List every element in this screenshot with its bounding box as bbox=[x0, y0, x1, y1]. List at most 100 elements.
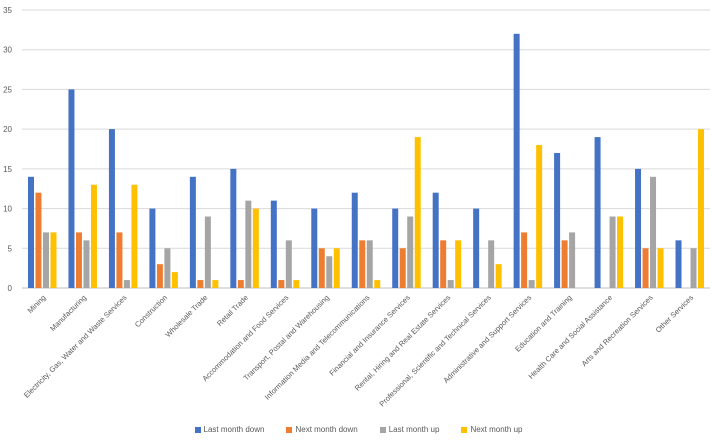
bar-last-month-up bbox=[83, 240, 90, 288]
bar-next-month-down bbox=[278, 280, 285, 288]
bar-last-month-up bbox=[164, 248, 171, 288]
bar-next-month-up bbox=[374, 280, 381, 288]
x-category-label: Accommodation and Food Services bbox=[200, 293, 290, 383]
x-category-label: Wholesale Trade bbox=[163, 293, 209, 339]
bar-next-month-down bbox=[237, 280, 244, 288]
bar-next-month-down bbox=[561, 240, 568, 288]
bar-last-month-up bbox=[609, 216, 616, 288]
bar-last-month-up bbox=[285, 240, 292, 288]
legend-swatch bbox=[461, 426, 468, 433]
y-tick-label: 30 bbox=[3, 46, 12, 55]
bar-last-month-down bbox=[635, 168, 642, 288]
x-category-label: Retail Trade bbox=[215, 293, 250, 328]
bar-next-month-down bbox=[521, 232, 528, 288]
y-tick-label: 20 bbox=[3, 125, 12, 134]
bar-last-month-down bbox=[189, 176, 196, 288]
bar-next-month-down bbox=[318, 248, 325, 288]
bar-last-month-down bbox=[230, 168, 237, 288]
bar-last-month-down bbox=[270, 200, 277, 288]
bar-next-month-up bbox=[131, 184, 138, 288]
y-tick-label: 35 bbox=[3, 6, 12, 15]
bar-last-month-down bbox=[432, 192, 439, 288]
bar-next-month-down bbox=[75, 232, 82, 288]
bar-next-month-down bbox=[440, 240, 447, 288]
bar-next-month-up bbox=[698, 129, 705, 288]
bar-next-month-up bbox=[212, 280, 219, 288]
bar-last-month-down bbox=[149, 208, 156, 288]
bar-last-month-down bbox=[675, 240, 682, 288]
x-category-label: Transport, Postal and Warehousing bbox=[242, 293, 331, 382]
bar-next-month-down bbox=[156, 264, 163, 288]
bar-last-month-down bbox=[351, 192, 358, 288]
bar-last-month-down bbox=[392, 208, 399, 288]
bar-last-month-up bbox=[650, 176, 657, 288]
bar-next-month-down bbox=[399, 248, 406, 288]
bar-last-month-down bbox=[473, 208, 480, 288]
bar-last-month-down bbox=[594, 137, 601, 288]
y-tick-label: 15 bbox=[3, 165, 12, 174]
legend-swatch bbox=[286, 426, 293, 433]
bar-last-month-down bbox=[311, 208, 318, 288]
legend-item: Next month up bbox=[461, 425, 522, 434]
bar-last-month-up bbox=[326, 256, 333, 288]
x-category-label: Construction bbox=[133, 293, 169, 329]
bar-last-month-up bbox=[407, 216, 414, 288]
bar-last-month-up bbox=[42, 232, 49, 288]
bar-last-month-up bbox=[690, 248, 697, 288]
bar-next-month-up bbox=[414, 137, 421, 288]
legend-label: Last month down bbox=[203, 425, 265, 434]
bar-next-month-up bbox=[536, 145, 543, 288]
bar-last-month-up bbox=[569, 232, 576, 288]
y-tick-label: 0 bbox=[8, 284, 13, 293]
bar-last-month-up bbox=[245, 200, 252, 288]
bar-next-month-up bbox=[455, 240, 462, 288]
gridlines bbox=[22, 9, 710, 289]
bar-next-month-up bbox=[90, 184, 97, 288]
bar-next-month-down bbox=[642, 248, 649, 288]
legend-item: Next month down bbox=[286, 425, 358, 434]
bar-next-month-up bbox=[617, 216, 624, 288]
bar-last-month-up bbox=[528, 280, 535, 288]
bar-last-month-down bbox=[27, 176, 34, 288]
y-tick-label: 25 bbox=[3, 85, 12, 94]
bar-last-month-up bbox=[488, 240, 495, 288]
bar-last-month-up bbox=[366, 240, 373, 288]
legend-swatch bbox=[194, 426, 201, 433]
legend-swatch bbox=[379, 426, 386, 433]
legend-item: Last month up bbox=[379, 425, 440, 434]
bar-next-month-up bbox=[293, 280, 300, 288]
bar-next-month-down bbox=[35, 192, 42, 288]
x-category-label: Health Care and Social Assistance bbox=[527, 293, 615, 381]
bar-last-month-up bbox=[204, 216, 211, 288]
x-category-label: Mining bbox=[26, 293, 48, 315]
legend: Last month down Next month down Last month… bbox=[0, 425, 717, 434]
bar-next-month-up bbox=[333, 248, 340, 288]
bar-next-month-down bbox=[197, 280, 204, 288]
bar-next-month-up bbox=[50, 232, 57, 288]
bar-last-month-down bbox=[68, 89, 75, 288]
y-tick-label: 5 bbox=[8, 244, 13, 253]
bar-last-month-down bbox=[554, 152, 561, 288]
bar-last-month-down bbox=[513, 33, 520, 289]
bar-chart: 0 5 10 15 20 25 30 35 Mining ManufacturingElectr… bbox=[3, 6, 710, 409]
legend-label: Next month down bbox=[295, 425, 358, 434]
bar-next-month-up bbox=[495, 264, 502, 288]
x-category-label: Financial and Insurance Services bbox=[327, 293, 412, 378]
bar-next-month-up bbox=[171, 272, 178, 288]
bars bbox=[27, 33, 705, 289]
x-category-label: Administrative and Support Services bbox=[441, 293, 533, 385]
x-category-label: Manufacturing bbox=[48, 293, 88, 333]
y-tick-label: 10 bbox=[3, 205, 12, 214]
x-category-label: Arts and Recreation Services bbox=[580, 293, 655, 368]
legend-item: Last month down bbox=[194, 425, 265, 434]
bar-last-month-up bbox=[447, 280, 454, 288]
legend-label: Next month up bbox=[470, 425, 523, 434]
bar-next-month-down bbox=[359, 240, 366, 288]
y-axis-ticks: 0 5 10 15 20 25 30 35 bbox=[3, 6, 12, 293]
legend-label: Last month up bbox=[388, 425, 440, 434]
x-category-label: Other Services bbox=[654, 293, 696, 335]
bar-next-month-up bbox=[657, 248, 664, 288]
bar-last-month-up bbox=[123, 280, 130, 288]
bar-last-month-down bbox=[108, 129, 115, 288]
